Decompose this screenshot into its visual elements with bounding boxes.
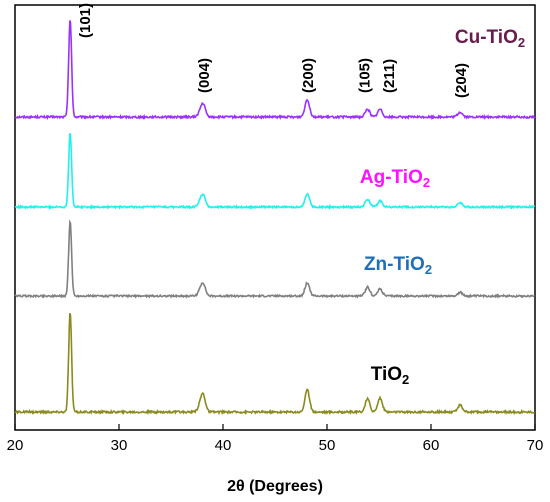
series-labels: Cu-TiO2 Ag-TiO2 Zn-TiO2 TiO2 — [360, 27, 525, 387]
x-tick-label: 60 — [423, 437, 440, 454]
series-label: TiO2 — [371, 364, 410, 387]
series-label: Ag-TiO2 — [360, 167, 430, 190]
plot-frame — [14, 4, 536, 431]
peak-label: (211) — [381, 59, 398, 93]
x-tick-label: 30 — [111, 437, 128, 454]
x-axis-title: 2θ (Degrees) — [227, 478, 323, 495]
series-label: Zn-TiO2 — [364, 254, 432, 277]
peak-label: (105) — [357, 58, 374, 93]
series-label: Cu-TiO2 — [455, 27, 525, 50]
x-tick-label: 70 — [527, 437, 544, 454]
x-axis-ticks: 20 30 40 50 60 70 — [7, 424, 544, 454]
peak-annotations: (101) (004) (200) (105) (211) (204) — [77, 3, 470, 98]
series-traces — [14, 20, 536, 416]
peak-label: (101) — [77, 3, 94, 38]
series-line-cu-tio2 — [14, 20, 536, 121]
x-tick-label: 50 — [319, 437, 336, 454]
series-line-tio2 — [14, 313, 536, 416]
x-tick-label: 40 — [215, 437, 232, 454]
peak-label: (004) — [196, 58, 213, 93]
x-tick-label: 20 — [7, 437, 24, 454]
peak-label: (204) — [453, 63, 470, 98]
peak-label: (200) — [300, 58, 317, 93]
series-line-zn-tio2 — [14, 219, 535, 299]
series-line-ag-tio2 — [14, 133, 536, 211]
